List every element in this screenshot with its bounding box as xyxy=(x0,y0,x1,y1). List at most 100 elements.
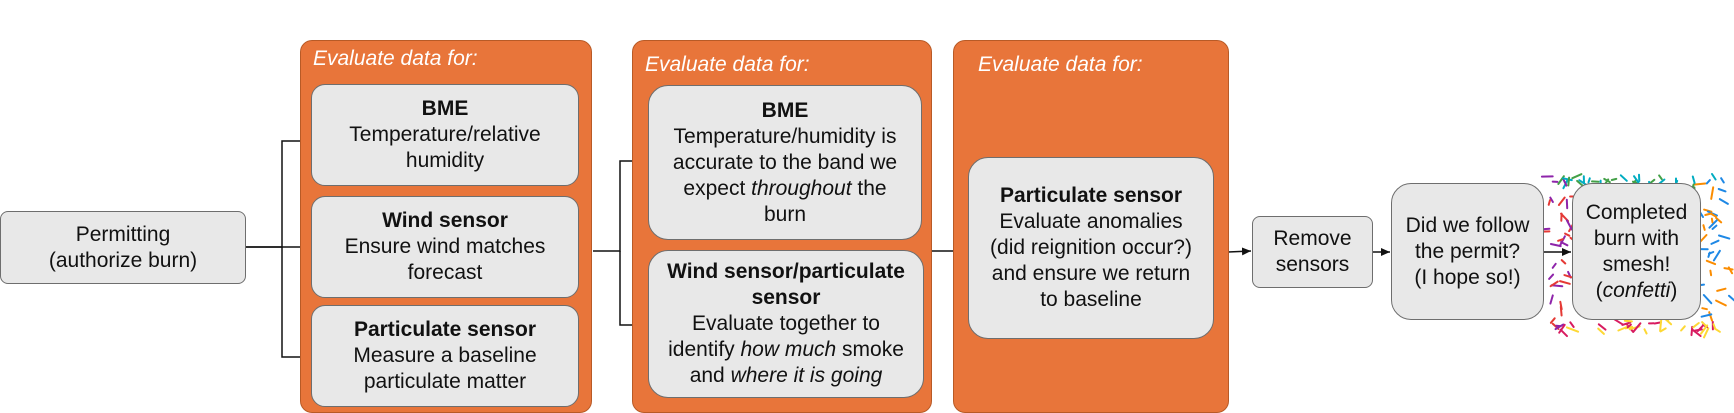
confetti-piece xyxy=(1720,177,1725,184)
panel2-bme-title: BME xyxy=(761,98,809,122)
panel3-particulate-title: Particulate sensor xyxy=(999,184,1183,207)
confetti-piece xyxy=(1715,216,1723,224)
confetti-piece xyxy=(1702,294,1713,305)
permit-check-box: Did we follow the permit? (I hope so!) xyxy=(1391,183,1544,320)
confetti-piece xyxy=(1716,287,1727,292)
confetti-piece xyxy=(1658,174,1663,181)
panel1-particulate-line1: Measure a baseline xyxy=(353,344,537,367)
panel2-bme-line4: burn xyxy=(763,202,807,226)
confetti-piece xyxy=(1653,321,1662,325)
confetti-piece xyxy=(1711,224,1718,230)
confetti-piece xyxy=(1709,212,1717,218)
connector-panel3-to-remove xyxy=(1227,247,1252,256)
panel2-windpart-title2: sensor xyxy=(751,286,821,309)
confetti-piece xyxy=(1659,327,1667,333)
permit-check-line3: (I hope so!) xyxy=(1414,265,1521,289)
confetti-piece xyxy=(1691,328,1702,337)
confetti-piece xyxy=(1547,199,1551,206)
confetti-piece xyxy=(1705,259,1717,266)
confetti-piece xyxy=(1701,307,1708,311)
confetti-piece xyxy=(1597,323,1607,331)
confetti-piece xyxy=(1711,173,1717,181)
panel2-windpart-line2-post: smoke xyxy=(836,338,904,361)
confetti-piece xyxy=(1707,251,1711,258)
panel2-bme-line3-pre: expect xyxy=(683,176,752,200)
confetti-piece xyxy=(1623,319,1633,323)
confetti-piece xyxy=(1626,323,1632,329)
permitting-box: Permitting (authorize burn) xyxy=(0,211,246,284)
confetti-piece xyxy=(1549,294,1554,305)
confetti-piece xyxy=(1563,274,1573,279)
confetti-piece xyxy=(1560,241,1569,247)
panel2-bme-line3: expect throughout the xyxy=(683,176,886,202)
confetti-piece xyxy=(1696,325,1704,333)
confetti-piece xyxy=(1715,299,1727,307)
confetti-piece xyxy=(1621,321,1632,326)
panel1-wind-box: Wind sensor Ensure wind matches forecast xyxy=(311,196,579,298)
panel1-particulate-line2: particulate matter xyxy=(363,370,527,393)
confetti-piece xyxy=(1597,327,1605,335)
confetti-piece xyxy=(1551,262,1557,269)
confetti-piece xyxy=(1699,234,1708,243)
confetti-piece xyxy=(1549,196,1554,203)
panel2-windpart-line1: Evaluate together to xyxy=(692,312,880,335)
confetti-piece xyxy=(1549,280,1559,288)
confetti-piece xyxy=(1549,243,1562,248)
panel3-particulate-line4: to baseline xyxy=(1040,288,1142,311)
confetti-piece xyxy=(1613,318,1624,326)
panel2-bme-line1: Temperature/humidity is xyxy=(673,124,897,148)
panel1-bme-title: BME xyxy=(421,97,469,120)
confetti-piece xyxy=(1708,219,1718,229)
panel2-bme-line3-post: the xyxy=(851,176,887,200)
panel-1-title: Evaluate data for: xyxy=(313,47,478,70)
confetti-piece xyxy=(1710,186,1715,200)
panel2-bme-line2: accurate to the band we xyxy=(672,150,898,174)
confetti-piece xyxy=(1692,322,1700,329)
confetti-piece xyxy=(1632,322,1642,333)
confetti-piece xyxy=(1712,323,1716,330)
panel1-bme-box: BME Temperature/relative humidity xyxy=(311,84,579,186)
completed-line4-pre: ( xyxy=(1595,278,1603,302)
panel-2-title: Evaluate data for: xyxy=(645,53,810,76)
confetti-piece xyxy=(1619,174,1628,182)
completed-line4: (confetti) xyxy=(1596,278,1678,304)
confetti-piece xyxy=(1718,198,1729,205)
confetti-piece xyxy=(1565,326,1580,333)
confetti-piece xyxy=(1560,259,1567,265)
confetti-piece xyxy=(1700,313,1713,318)
panel2-windpart-box: Wind sensor/particulate sensor Evaluate … xyxy=(648,250,924,398)
panel2-windpart-line3-pre: and xyxy=(689,364,731,387)
remove-line2: sensors xyxy=(1275,253,1350,276)
confetti-piece xyxy=(1702,224,1706,231)
confetti-piece xyxy=(1709,269,1713,277)
confetti-piece xyxy=(1564,232,1571,237)
panel1-bme-line2: humidity xyxy=(405,149,485,172)
confetti-piece xyxy=(1705,179,1711,185)
confetti-piece xyxy=(1692,182,1707,186)
confetti-piece xyxy=(1728,294,1734,302)
confetti-piece xyxy=(1559,305,1563,317)
confetti-piece xyxy=(1548,273,1555,280)
confetti-piece xyxy=(1713,327,1721,333)
confetti-piece xyxy=(1717,188,1727,193)
confetti-piece xyxy=(1708,311,1713,322)
confetti-piece xyxy=(1565,219,1573,231)
confetti-piece xyxy=(1703,327,1710,339)
confetti-piece xyxy=(1643,328,1648,335)
confetti-piece xyxy=(1562,177,1573,182)
permitting-line1: Permitting xyxy=(75,222,171,246)
permit-check-line1: Did we follow xyxy=(1405,213,1530,237)
confetti-piece xyxy=(1587,177,1591,184)
confetti-piece xyxy=(1690,325,1694,337)
panel2-windpart-line2: identify how much smoke xyxy=(668,337,904,363)
confetti-piece xyxy=(1701,321,1708,328)
permitting-line2: (authorize burn) xyxy=(48,248,198,272)
remove-line1: Remove xyxy=(1273,227,1352,250)
panel2-windpart-title1: Wind sensor/particulate xyxy=(667,260,905,283)
remove-sensors-box: Remove sensors xyxy=(1252,216,1373,288)
confetti-piece xyxy=(1557,196,1566,206)
confetti-piece xyxy=(1558,323,1566,334)
panel2-windpart-line2-em: how much xyxy=(740,338,837,361)
completed-burn-box: Completed burn with smesh! (confetti) xyxy=(1572,183,1701,320)
